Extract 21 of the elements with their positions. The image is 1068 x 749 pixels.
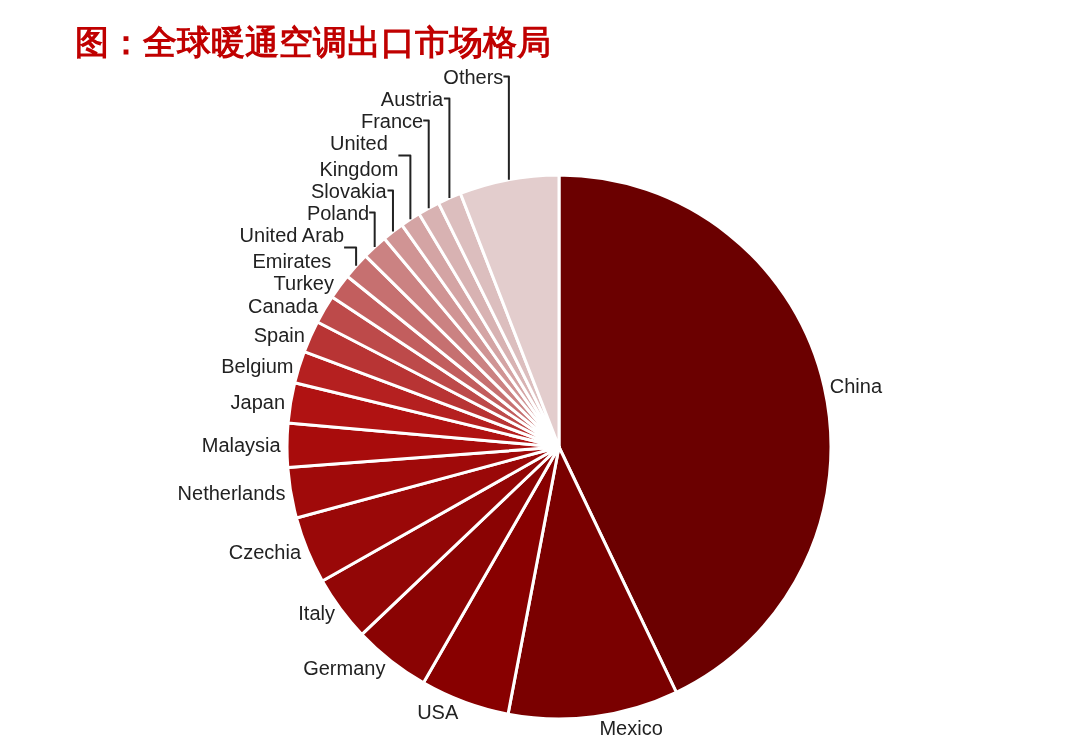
slice-label: Germany: [303, 656, 386, 679]
slice-label: Mexico: [599, 716, 663, 739]
slice-label: Japan: [230, 391, 286, 414]
slice-label: Czechia: [228, 540, 302, 563]
slice-label: Spain: [253, 323, 305, 346]
slice-label: Austria: [380, 87, 444, 110]
slice-label: Others: [443, 65, 504, 88]
slice-label: Canada: [248, 295, 319, 318]
slice-label: Poland: [306, 201, 370, 224]
slice-label: Netherlands: [177, 482, 286, 505]
slice-label: Belgium: [221, 355, 294, 378]
slice-label: USA: [417, 700, 459, 723]
slice-label: Turkey: [273, 271, 334, 294]
slice-label: United Kingdom: [319, 131, 399, 180]
slice-label: Italy: [298, 601, 335, 624]
slice-label: France: [360, 109, 424, 132]
chart-title: 图：全球暖通空调出口市场格局: [74, 21, 551, 62]
slice-label: Slovakia: [310, 179, 388, 202]
slice-label: United Arab Emirates: [239, 223, 345, 272]
slice-label: China: [829, 375, 883, 398]
slice-label: Malaysia: [201, 434, 282, 457]
